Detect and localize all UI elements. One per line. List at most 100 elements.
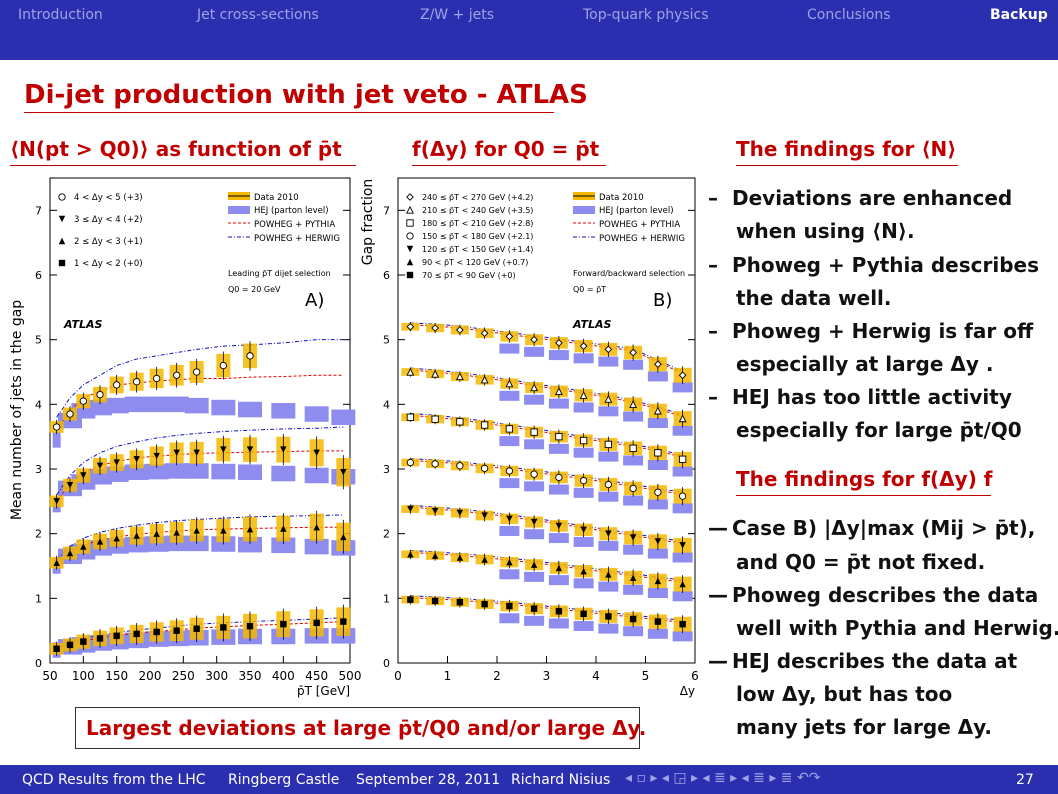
hej-band-segment — [647, 499, 668, 510]
hej-band-segment — [499, 525, 520, 536]
data-point — [66, 481, 74, 489]
data-point — [280, 446, 287, 453]
legend-entry: 1 < Δy < 2 (+0) — [74, 259, 143, 269]
data-point — [313, 524, 320, 531]
data-point — [580, 567, 587, 575]
nav-item-zw-jets[interactable]: Z/W + jets — [420, 7, 495, 23]
hej-band-segment — [104, 397, 129, 414]
data-point — [555, 339, 563, 347]
data-point — [431, 507, 439, 515]
y-tick-label: 7 — [383, 204, 390, 217]
legend-entry: 70 ≤ p̄T < 90 GeV (+0) — [422, 271, 516, 280]
y-tick-label: 0 — [383, 657, 390, 670]
hej-band-segment — [548, 443, 569, 454]
finding-f-3: — HEJ describes the data at — [708, 649, 1018, 673]
legend-swatch-hej — [573, 206, 595, 214]
data-point — [480, 464, 489, 473]
hej-band-segment — [499, 343, 520, 354]
legend-marker — [406, 245, 414, 253]
data-point — [219, 361, 227, 370]
data-point — [679, 542, 686, 549]
data-point — [530, 335, 538, 344]
data-point — [554, 387, 563, 396]
hej-band-segment — [573, 353, 594, 364]
experiment-label: ATLAS — [63, 318, 102, 331]
data-point — [629, 534, 637, 541]
hej-band-segment — [524, 346, 545, 357]
data-point — [654, 488, 662, 496]
hej-band-segment — [647, 371, 668, 382]
series-2-data — [49, 510, 351, 570]
data-point — [66, 641, 74, 649]
data-point — [456, 599, 464, 606]
title-underline — [24, 112, 554, 113]
finding-n-3-line2: especially at large Δy . — [736, 352, 994, 376]
nav-item-conclusions[interactable]: Conclusions — [807, 7, 891, 23]
hej-band-segment — [238, 401, 262, 418]
legend-entry: 210 ≤ p̄T < 240 GeV (+3.5) — [422, 206, 533, 215]
finding-f-2-line2: well with Pythia and Herwig. — [736, 616, 1058, 640]
data-point — [455, 372, 464, 381]
finding-f-1-line2: and Q0 = p̄t not fixed. — [736, 550, 986, 574]
data-point — [406, 322, 415, 331]
hej-band-segment — [598, 406, 619, 417]
x-tick-label: 250 — [172, 669, 195, 683]
selection-note: Forward/backward selection — [573, 269, 685, 278]
hej-band-segment — [238, 464, 262, 480]
data-point — [456, 554, 464, 561]
finding-n-1: – Deviations are enhanced — [708, 186, 1013, 210]
data-point — [96, 635, 104, 642]
legend: 240 ≤ p̄T < 270 GeV (+4.2) 210 ≤ p̄T < 24… — [406, 192, 685, 280]
data-point — [555, 473, 563, 482]
data-point — [133, 378, 141, 386]
data-point — [173, 627, 180, 634]
hej-band-segment — [647, 588, 668, 599]
legend-entry: Data 2010 — [599, 193, 644, 203]
finding-n-2-line2: the data well. — [736, 286, 892, 310]
data-point — [456, 326, 464, 334]
data-point — [505, 467, 514, 475]
data-point — [79, 397, 87, 405]
findings-n-underline — [736, 165, 958, 166]
data-point — [530, 383, 539, 392]
finding-n-4-line1: HEJ has too little activity — [732, 385, 1012, 409]
legend-entry: HEJ (parton level) — [254, 206, 329, 216]
nav-item-backup[interactable]: Backup — [990, 7, 1048, 23]
data-point — [654, 360, 662, 369]
data-point — [407, 596, 414, 603]
x-tick-label: 5 — [642, 669, 650, 683]
herwig-curve — [56, 514, 344, 560]
nav-item-jet-cross-sections[interactable]: Jet cross-sections — [197, 7, 319, 23]
hej-band-segment — [647, 460, 668, 471]
data-point — [280, 621, 287, 628]
data-point — [193, 368, 201, 376]
nav-item-top-quark-physics[interactable]: Top-quark physics — [583, 7, 709, 23]
legend-marker — [58, 259, 66, 267]
data-point — [96, 538, 104, 545]
beamer-navigation-icons[interactable]: ◂ ▫ ▸ ◂ ◲ ▸ ◂ ≣ ▸ ◂ ≣ ▸ ≣ ↶↷ — [625, 770, 821, 786]
x-tick-label: 450 — [305, 669, 328, 683]
data-point — [629, 574, 637, 581]
finding-n-1-line1: Deviations are enhanced — [732, 186, 1013, 210]
hej-band-segment — [598, 356, 619, 367]
hej-band-segment — [52, 432, 61, 448]
data-point — [53, 559, 60, 566]
hej-band-segment — [524, 481, 545, 492]
legend-marker — [58, 193, 66, 201]
legend-entry: Data 2010 — [254, 193, 299, 203]
nav-item-introduction[interactable]: Introduction — [18, 7, 103, 23]
hej-band-segment — [124, 396, 149, 413]
hej-band-segment — [573, 536, 594, 547]
data-point — [654, 618, 662, 625]
hej-band-segment — [524, 529, 545, 540]
finding-n-1-line2: when using ⟨N⟩. — [736, 219, 915, 243]
middle-heading-underline — [412, 165, 606, 166]
hej-band-segment — [548, 350, 569, 361]
data-point — [193, 449, 200, 457]
data-point — [604, 394, 613, 403]
data-point — [678, 492, 687, 500]
data-point — [679, 621, 686, 628]
legend-marker — [406, 232, 414, 240]
hej-band-segment — [672, 631, 693, 642]
finding-n-2: – Phoweg + Pythia describes — [708, 253, 1040, 277]
